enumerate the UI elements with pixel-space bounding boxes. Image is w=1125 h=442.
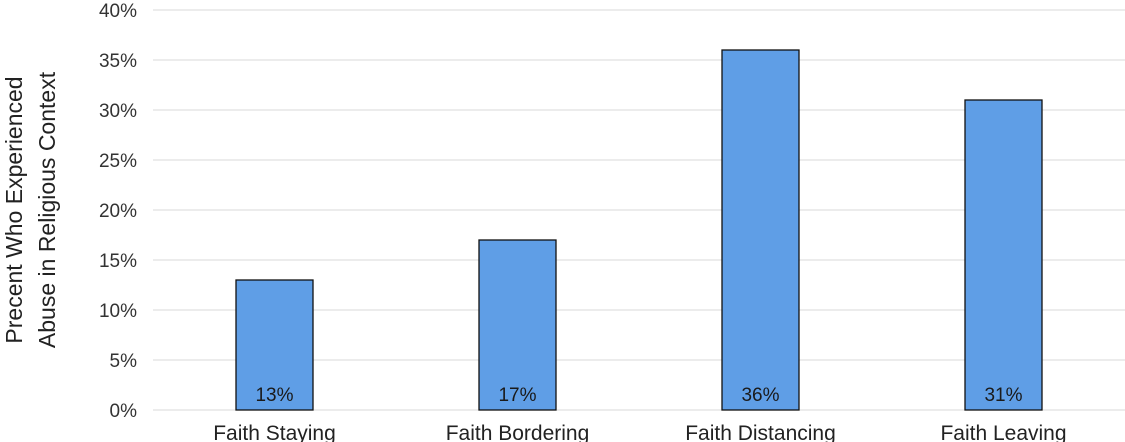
bar (478, 239, 557, 411)
x-category-label: Faith Staying (213, 422, 336, 442)
data-label: 31% (984, 385, 1022, 406)
y-tick-label: 40% (99, 1, 137, 22)
x-axis-categories: Faith Staying Faith Bordering Faith Distan… (213, 422, 1066, 442)
bar (721, 49, 800, 411)
gridlines (153, 9, 1125, 411)
y-axis-ticks: 0% 5% 10% 15% 20% 25% 30% 35% 40% (99, 1, 137, 422)
y-tick-label: 35% (99, 51, 137, 72)
y-tick-label: 20% (99, 201, 137, 222)
x-category-label: Faith Bordering (446, 422, 590, 442)
y-tick-label: 5% (110, 351, 138, 372)
y-tick-label: 25% (99, 151, 137, 172)
bars (235, 49, 1043, 411)
bar (964, 99, 1043, 411)
y-axis-label: Precent Who Experienced Abuse in Religio… (1, 71, 60, 348)
y-axis-label-line-1: Precent Who Experienced (1, 76, 27, 343)
y-tick-label: 0% (110, 401, 138, 422)
y-axis-label-line-2: Abuse in Religious Context (34, 71, 60, 348)
data-label: 17% (498, 385, 536, 406)
data-label: 36% (741, 385, 779, 406)
y-tick-label: 10% (99, 301, 137, 322)
y-tick-label: 15% (99, 251, 137, 272)
bar (235, 279, 314, 411)
x-category-label: Faith Leaving (940, 422, 1066, 442)
y-tick-label: 30% (99, 101, 137, 122)
x-category-label: Faith Distancing (685, 422, 836, 442)
data-labels: 13% 17% 36% 31% (255, 385, 1022, 406)
data-label: 13% (255, 385, 293, 406)
